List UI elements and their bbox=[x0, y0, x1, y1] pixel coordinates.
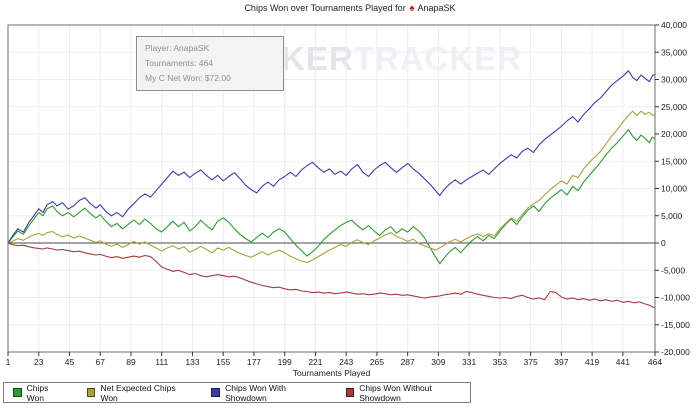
y-tick-label: -15,000 bbox=[661, 320, 690, 330]
x-tick-label: 441 bbox=[616, 357, 630, 367]
x-tick-label: 177 bbox=[247, 357, 261, 367]
x-tick-label: 375 bbox=[524, 357, 538, 367]
x-tick-label: 67 bbox=[95, 357, 105, 367]
y-tick-label: -5,000 bbox=[661, 265, 685, 275]
legend-item-chips-won: Chips Won bbox=[13, 383, 66, 403]
legend-swatch bbox=[345, 388, 355, 397]
x-tick-label: 353 bbox=[493, 357, 507, 367]
x-tick-label: 199 bbox=[278, 357, 292, 367]
x-tick-label: 265 bbox=[370, 357, 384, 367]
y-tick-label: 5,000 bbox=[661, 211, 683, 221]
x-tick-label: 23 bbox=[34, 357, 44, 367]
legend-item-chips-won-without-showdown: Chips Won Without Showdown bbox=[345, 382, 470, 403]
y-tick-label: -20,000 bbox=[661, 347, 690, 357]
x-axis-title: Tournaments Played bbox=[293, 368, 371, 378]
x-tick-label: 1 bbox=[6, 357, 11, 367]
y-tick-label: 20,000 bbox=[661, 129, 687, 139]
hover-tournaments: Tournaments: 464 bbox=[145, 58, 214, 68]
x-tick-label: 111 bbox=[155, 357, 168, 367]
pokertracker-watermark: P KER TRACKER bbox=[228, 40, 522, 78]
y-tick-label: 10,000 bbox=[661, 184, 687, 194]
legend-label: Chips Won Without Showdown bbox=[359, 382, 432, 403]
watermark-tracker: TRACKER bbox=[353, 40, 523, 77]
x-tick-label: 331 bbox=[462, 357, 476, 367]
x-tick-label: 419 bbox=[585, 357, 599, 367]
y-tick-label: 25,000 bbox=[661, 102, 687, 112]
x-tick-label: 45 bbox=[65, 357, 75, 367]
series-line-chips-won-with-showdown bbox=[7, 70, 656, 244]
legend-swatch bbox=[13, 388, 22, 397]
legend-label: Net Expected Chips Won bbox=[100, 382, 176, 403]
chart-title: Chips Won over Tournaments Played for ♠ … bbox=[0, 3, 700, 14]
legend-item-net-expected-chips-won: Net Expected Chips Won bbox=[86, 382, 191, 403]
legend-label: Chips Won bbox=[26, 382, 49, 403]
spade-icon: ♠ bbox=[409, 3, 415, 14]
y-tick-label: 15,000 bbox=[661, 156, 687, 166]
y-tick-label: 0 bbox=[661, 238, 666, 248]
x-tick-label: 221 bbox=[308, 357, 322, 367]
x-tick-label: 243 bbox=[339, 357, 353, 367]
legend-label: Chips Won With Showdown bbox=[225, 382, 286, 403]
watermark-ker: KER bbox=[281, 40, 354, 77]
x-tick-label: 397 bbox=[554, 357, 568, 367]
hover-info-box: Player: AnapaSK Tournaments: 464 My C Ne… bbox=[136, 36, 284, 91]
series-line-net-expected-chips-won bbox=[7, 110, 656, 264]
legend-swatch bbox=[211, 388, 221, 397]
chart-title-text: Chips Won over Tournaments Played for bbox=[244, 3, 406, 13]
x-tick-label: 309 bbox=[431, 357, 445, 367]
series-line-chips-won bbox=[7, 129, 656, 265]
hover-player: Player: AnapaSK bbox=[145, 43, 210, 53]
hover-net-won: My C Net Won: $72.00 bbox=[145, 73, 231, 83]
x-tick-label: 89 bbox=[126, 357, 136, 367]
x-tick-label: 464 bbox=[648, 357, 662, 367]
chart-legend: Chips Won Net Expected Chips Won Chips Won… bbox=[3, 382, 471, 403]
series-line-chips-won-without-showdown bbox=[7, 242, 656, 309]
x-tick-label: 133 bbox=[185, 357, 199, 367]
y-tick-label: 35,000 bbox=[661, 47, 687, 57]
x-tick-label: 287 bbox=[401, 357, 415, 367]
chart-title-player: AnapaSK bbox=[417, 3, 456, 13]
y-tick-label: 40,000 bbox=[661, 20, 687, 30]
legend-swatch bbox=[86, 388, 96, 397]
y-tick-label: 30,000 bbox=[661, 75, 687, 85]
y-tick-label: -10,000 bbox=[661, 293, 690, 303]
x-tick-label: 155 bbox=[216, 357, 230, 367]
legend-item-chips-won-with-showdown: Chips Won With Showdown bbox=[211, 383, 324, 403]
